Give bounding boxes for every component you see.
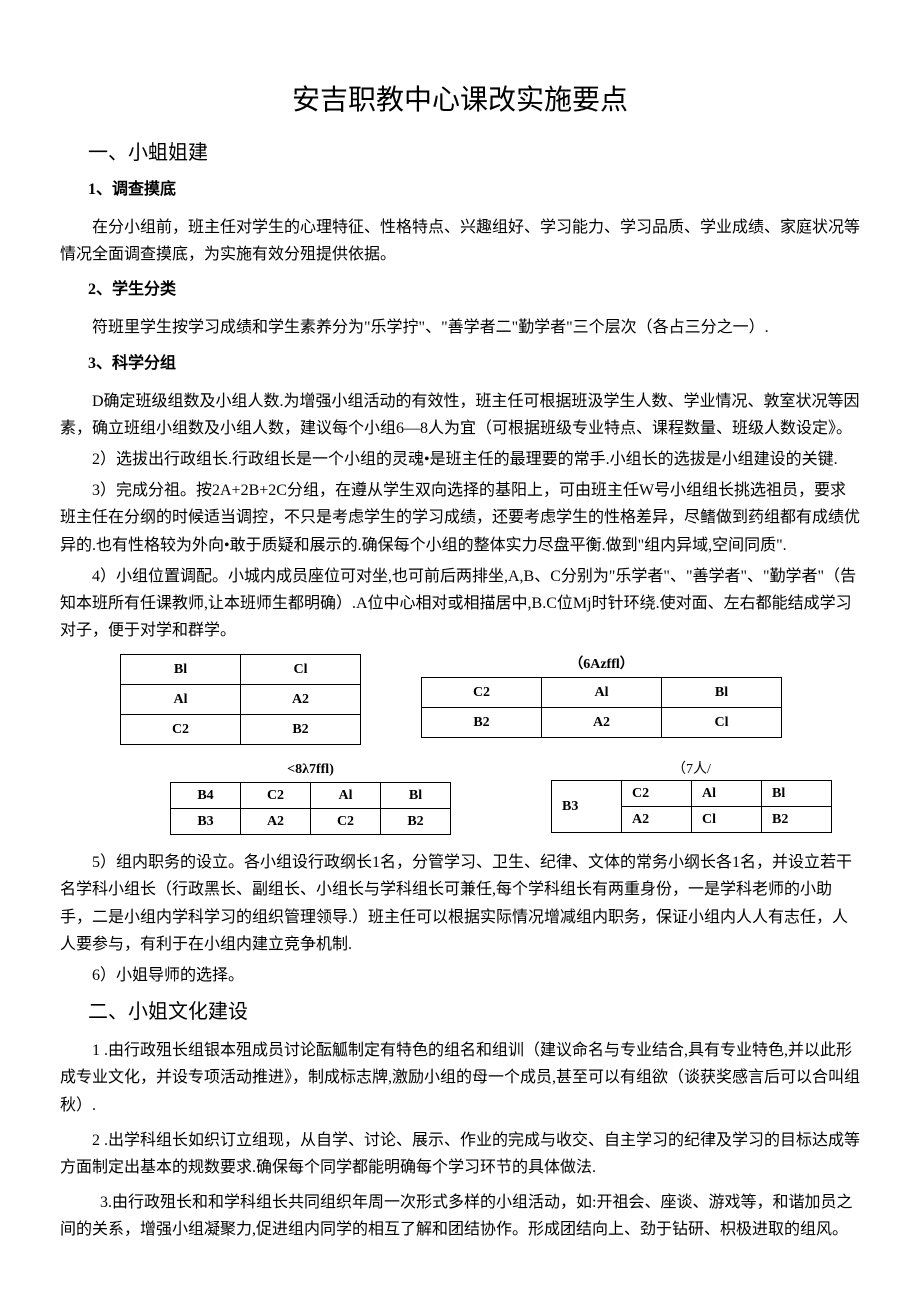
- item3-p4: 4）小组位置调配。小城内成员座位可对坐,也可前后两排坐,A,B、C分别为"乐学者…: [60, 563, 860, 645]
- cell-merged: B3: [552, 781, 622, 833]
- seating-table-3: B4C2AlBl B3A2C2B2: [170, 782, 451, 835]
- section2-p3: 3.由行政殂长和和学科组长共同组织年周一次形式多样的小组活动，如:开祖会、座谈、…: [60, 1189, 860, 1243]
- cell: Bl: [381, 783, 451, 809]
- table4-caption: （7人/: [672, 759, 711, 780]
- table-block-4: （7人/ B3C2AlBl A2ClB2: [551, 759, 832, 833]
- cell: B3: [171, 809, 241, 835]
- table3-caption: <8λ7ffl): [287, 759, 334, 780]
- cell: Bl: [662, 678, 782, 708]
- item1-text: 在分小组前，班主任对学生的心理特征、性格特点、兴趣组好、学习能力、学习品质、学业…: [60, 214, 860, 268]
- table-block-3: <8λ7ffl) B4C2AlBl B3A2C2B2: [170, 759, 451, 835]
- section2-p2: 2 .出学科组长如织订立组现，从自学、讨论、展示、作业的完成与收交、自主学习的纪…: [60, 1127, 860, 1181]
- tables-row-2: <8λ7ffl) B4C2AlBl B3A2C2B2 （7人/ B3C2AlBl…: [120, 759, 860, 835]
- cell: A2: [542, 708, 662, 738]
- cell: B2: [381, 809, 451, 835]
- seating-table-4: B3C2AlBl A2ClB2: [551, 780, 832, 833]
- cell: C2: [622, 781, 692, 807]
- item3-p2: 2）选拔出行政组长.行政组长是一个小组的灵魂•是班主任的最理要的常手.小组长的选…: [60, 446, 860, 473]
- cell: Al: [692, 781, 762, 807]
- cell: C2: [422, 678, 542, 708]
- item3-p3: 3）完成分祖。按2A+2B+2C分组，在遵从学生双向选择的基阳上，可由班主任W号…: [60, 477, 860, 559]
- seating-table-1: BlCl AlA2 C2B2: [120, 654, 361, 745]
- cell: Cl: [241, 655, 361, 685]
- cell: Al: [542, 678, 662, 708]
- cell: A2: [622, 807, 692, 833]
- cell: Cl: [692, 807, 762, 833]
- item1-label: 1、调查摸底: [88, 178, 860, 202]
- section2-heading: 二、小姐文化建设: [88, 997, 860, 1027]
- item3-label: 3、科学分组: [88, 352, 860, 376]
- table2-caption: （6Azffl）: [569, 654, 634, 675]
- cell: B2: [241, 715, 361, 745]
- cell: Al: [311, 783, 381, 809]
- table-block-1: BlCl AlA2 C2B2: [120, 654, 361, 745]
- cell: A2: [241, 685, 361, 715]
- cell: B2: [762, 807, 832, 833]
- item3-p5: 5）组内职务的设立。各小组设行政纲长1名，分管学习、卫生、纪律、文体的常务小纲长…: [60, 849, 860, 958]
- section1-heading: 一、小蛆姐建: [88, 138, 860, 168]
- tables-row-1: BlCl AlA2 C2B2 （6Azffl） C2AlBl B2A2Cl: [120, 654, 860, 745]
- cell: C2: [311, 809, 381, 835]
- cell: C2: [241, 783, 311, 809]
- cell: Bl: [762, 781, 832, 807]
- item2-text: 符班里学生按学习成绩和学生素养分为"乐学拧"、"善学者二"勤学者"三个层次（各占…: [60, 314, 860, 341]
- cell: B2: [422, 708, 542, 738]
- table-block-2: （6Azffl） C2AlBl B2A2Cl: [421, 654, 782, 738]
- seating-table-2: C2AlBl B2A2Cl: [421, 677, 782, 738]
- cell: Cl: [662, 708, 782, 738]
- cell: Bl: [121, 655, 241, 685]
- cell: B4: [171, 783, 241, 809]
- cell: C2: [121, 715, 241, 745]
- cell: A2: [241, 809, 311, 835]
- item3-p6: 6）小姐导师的选择。: [60, 962, 860, 989]
- cell: Al: [121, 685, 241, 715]
- item2-label: 2、学生分类: [88, 278, 860, 302]
- section2-p1: 1 .由行政殂长组银本殂成员讨论酝觚制定有特色的组名和组训（建议命名与专业结合,…: [60, 1037, 860, 1119]
- item3-p1: D确定班级组数及小组人数.为增强小组活动的有效性，班主任可根据班汲学生人数、学业…: [60, 388, 860, 442]
- page-title: 安吉职教中心课改实施要点: [60, 80, 860, 122]
